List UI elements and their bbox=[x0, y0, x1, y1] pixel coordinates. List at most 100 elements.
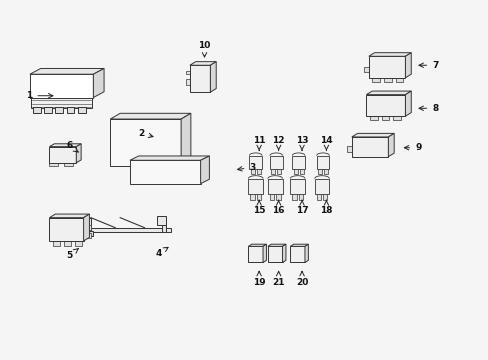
Bar bbox=[189, 65, 210, 92]
Bar bbox=[86, 228, 171, 232]
Polygon shape bbox=[366, 91, 410, 95]
Bar bbox=[114, 123, 132, 131]
Text: 11: 11 bbox=[252, 136, 265, 150]
Bar bbox=[146, 147, 158, 153]
Bar bbox=[64, 156, 71, 160]
Bar bbox=[159, 123, 176, 131]
Bar bbox=[277, 169, 281, 174]
Text: 3: 3 bbox=[237, 163, 255, 172]
Bar bbox=[30, 74, 93, 98]
Bar bbox=[299, 169, 303, 174]
Bar bbox=[185, 71, 190, 74]
Text: 21: 21 bbox=[272, 271, 285, 287]
Bar bbox=[162, 147, 175, 153]
Text: 1: 1 bbox=[26, 91, 53, 100]
Bar bbox=[298, 257, 303, 260]
Bar bbox=[159, 134, 176, 141]
Bar bbox=[355, 149, 366, 154]
Bar bbox=[31, 97, 92, 108]
Bar bbox=[369, 116, 377, 120]
Bar bbox=[49, 162, 58, 166]
Bar bbox=[298, 194, 303, 200]
Polygon shape bbox=[181, 113, 190, 166]
Bar bbox=[248, 179, 263, 194]
Polygon shape bbox=[93, 68, 104, 98]
Bar bbox=[130, 160, 200, 184]
Bar bbox=[256, 257, 261, 260]
Bar bbox=[355, 142, 366, 147]
Text: 9: 9 bbox=[404, 143, 421, 152]
Bar bbox=[134, 165, 146, 180]
Bar bbox=[276, 257, 280, 260]
Bar bbox=[250, 194, 254, 200]
Bar bbox=[150, 165, 163, 180]
Bar bbox=[52, 156, 59, 160]
Bar bbox=[129, 156, 142, 162]
Bar bbox=[249, 156, 262, 169]
Text: 13: 13 bbox=[295, 136, 307, 150]
Bar bbox=[346, 145, 352, 152]
Bar bbox=[292, 156, 305, 169]
Bar bbox=[64, 240, 71, 246]
Bar bbox=[192, 69, 207, 89]
Bar bbox=[49, 218, 83, 241]
Polygon shape bbox=[110, 113, 190, 119]
Bar bbox=[323, 194, 327, 200]
Polygon shape bbox=[351, 134, 393, 137]
Bar bbox=[276, 251, 280, 255]
Bar bbox=[369, 149, 380, 154]
Polygon shape bbox=[248, 244, 266, 246]
Polygon shape bbox=[210, 62, 216, 92]
Polygon shape bbox=[267, 244, 285, 246]
Text: 2: 2 bbox=[138, 129, 153, 138]
Text: 10: 10 bbox=[198, 41, 210, 57]
Bar bbox=[75, 240, 81, 246]
Bar bbox=[44, 107, 52, 113]
Bar bbox=[324, 169, 327, 174]
Bar bbox=[137, 123, 154, 131]
Bar bbox=[318, 169, 322, 174]
Polygon shape bbox=[30, 68, 104, 74]
Text: 4: 4 bbox=[155, 247, 168, 258]
Bar bbox=[157, 216, 166, 225]
Text: 6: 6 bbox=[66, 141, 78, 152]
Bar bbox=[113, 147, 125, 153]
Text: 16: 16 bbox=[272, 200, 285, 215]
Text: 7: 7 bbox=[418, 61, 438, 70]
Polygon shape bbox=[83, 214, 89, 241]
Text: 8: 8 bbox=[418, 104, 438, 113]
Bar bbox=[249, 251, 254, 255]
Polygon shape bbox=[76, 144, 81, 163]
Bar bbox=[64, 162, 73, 166]
Bar bbox=[293, 169, 297, 174]
Bar bbox=[146, 156, 158, 162]
Bar bbox=[291, 251, 296, 255]
Text: 19: 19 bbox=[252, 271, 265, 287]
Polygon shape bbox=[282, 244, 285, 262]
Bar bbox=[49, 147, 76, 163]
Bar bbox=[267, 246, 282, 262]
Bar bbox=[86, 233, 91, 238]
Bar bbox=[86, 231, 93, 235]
Polygon shape bbox=[405, 53, 410, 78]
Bar bbox=[298, 251, 303, 255]
Text: 15: 15 bbox=[252, 200, 265, 215]
Bar bbox=[137, 134, 154, 141]
Bar bbox=[363, 67, 369, 72]
Bar bbox=[276, 194, 280, 200]
Bar bbox=[269, 194, 274, 200]
Bar bbox=[53, 240, 60, 246]
Polygon shape bbox=[200, 156, 209, 184]
Bar bbox=[185, 78, 190, 85]
Bar bbox=[314, 179, 329, 194]
Bar bbox=[392, 116, 400, 120]
Bar bbox=[256, 251, 261, 255]
Polygon shape bbox=[130, 156, 209, 160]
Bar bbox=[249, 257, 254, 260]
Bar bbox=[369, 142, 380, 147]
Text: 17: 17 bbox=[295, 200, 308, 215]
Bar bbox=[290, 179, 305, 194]
Bar bbox=[161, 225, 165, 232]
Bar bbox=[248, 246, 263, 262]
Polygon shape bbox=[305, 244, 308, 262]
